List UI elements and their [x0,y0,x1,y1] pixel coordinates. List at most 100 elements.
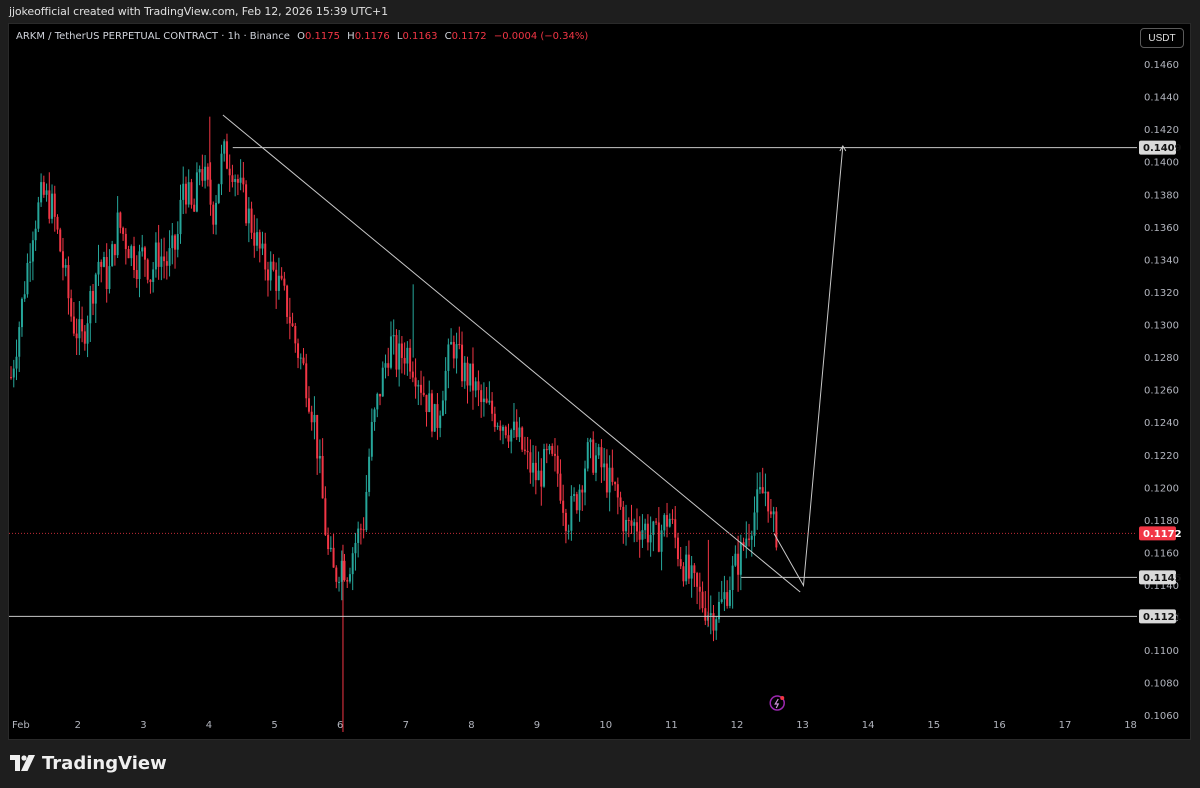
candle-body [748,538,751,540]
x-tick-label: 9 [534,720,540,731]
candle-body [597,447,600,456]
candle-body [504,426,507,436]
candle-body [641,530,644,540]
candle-body [37,202,40,229]
candle-body [772,511,775,515]
candle-body [685,554,688,582]
candle-body [160,256,163,267]
candle-body [400,343,403,358]
event-icon[interactable] [769,695,785,711]
currency-button[interactable]: USDT [1140,28,1184,48]
candle-body [119,212,122,228]
candle-body [113,244,116,256]
candle-body [532,462,535,473]
candle-body [679,559,682,567]
candle-body [436,404,439,428]
candle-body [395,335,398,370]
candle-body [496,425,499,427]
level-price-badge-bg [1139,140,1176,155]
candle-body [616,484,619,498]
high-label: H [347,31,355,42]
candle-body [556,455,559,474]
candle-body [384,363,387,368]
candle-body [250,208,253,233]
candle-body [425,394,428,413]
candle-body [302,357,305,364]
tradingview-logo: TradingView [10,750,167,776]
candle-body [690,565,693,579]
candle-body [329,547,332,550]
candle-body [340,560,343,582]
candle-body [138,251,141,280]
candle-body [553,453,556,456]
candle-body [286,285,289,317]
candle-body [433,404,436,432]
candle-body [29,261,32,263]
candle-body [646,523,649,543]
candle-body [655,521,658,523]
candle-body [420,384,423,393]
candle-body [370,422,373,457]
candle-body [223,141,226,154]
candle-body [72,316,75,334]
price-chart[interactable]: 0.1460 0.1440 0.1420 0.1400 0.1380 0.1360 0.13… [9,24,1191,740]
candle-body [709,613,712,616]
candle-body [78,319,81,339]
candle-body [215,202,218,225]
tradingview-logo-icon [10,755,35,771]
candle-body [441,400,444,416]
candle-body [676,537,679,560]
candle-body [217,184,220,203]
symbol-label: ARKM / TetherUS PERPETUAL CONTRACT · 1h … [16,31,290,42]
candle-body [335,567,338,582]
candle-body [247,208,250,224]
candle-body [474,381,477,391]
candle-body [56,216,59,230]
candle-body [668,518,671,527]
candle-body [389,336,392,368]
high-value: 0.1176 [354,31,390,42]
candle-body [48,190,51,219]
candle-body [122,227,125,234]
candle-body [245,184,248,224]
candle-body [294,325,297,344]
x-tick-label: 3 [140,720,146,731]
candle-body [51,193,54,219]
candle-body [521,427,524,450]
candle-body [108,266,111,289]
candle-body [728,590,731,606]
candle-body [447,344,450,371]
candle-body [614,481,617,485]
event-icon-bolt [774,698,780,709]
candle-body [567,530,570,532]
candle-body [31,240,34,262]
candle-body [135,270,138,280]
x-tick-label: 5 [271,720,277,731]
low-label: L [396,31,403,42]
candle-body [225,141,228,169]
candle-body [94,274,97,304]
candle-body [176,234,179,250]
candle-body [523,449,526,451]
candle-body [149,279,152,282]
candle-body [10,377,13,379]
chart-panel[interactable]: 0.1460 0.1440 0.1420 0.1400 0.1380 0.1360 0.13… [8,23,1191,740]
candle-body [764,491,767,494]
candle-body [586,442,589,469]
candle-body [767,491,770,512]
candle-body [184,183,187,205]
candle-body [141,247,144,252]
last-price-badge: 0.1172 [1143,529,1182,540]
x-tick-label: 15 [927,720,940,731]
candle-body [97,261,100,275]
candle-body [482,398,485,403]
candle-body [720,599,723,602]
level-price-badge: 0.1121 [1143,612,1182,623]
candle-body [584,468,587,493]
x-tick-label: 7 [403,720,409,731]
candle-body [731,565,734,591]
candle-body [485,398,488,403]
candle-body [452,341,455,359]
candle-body [92,291,95,304]
candle-body [75,333,78,339]
